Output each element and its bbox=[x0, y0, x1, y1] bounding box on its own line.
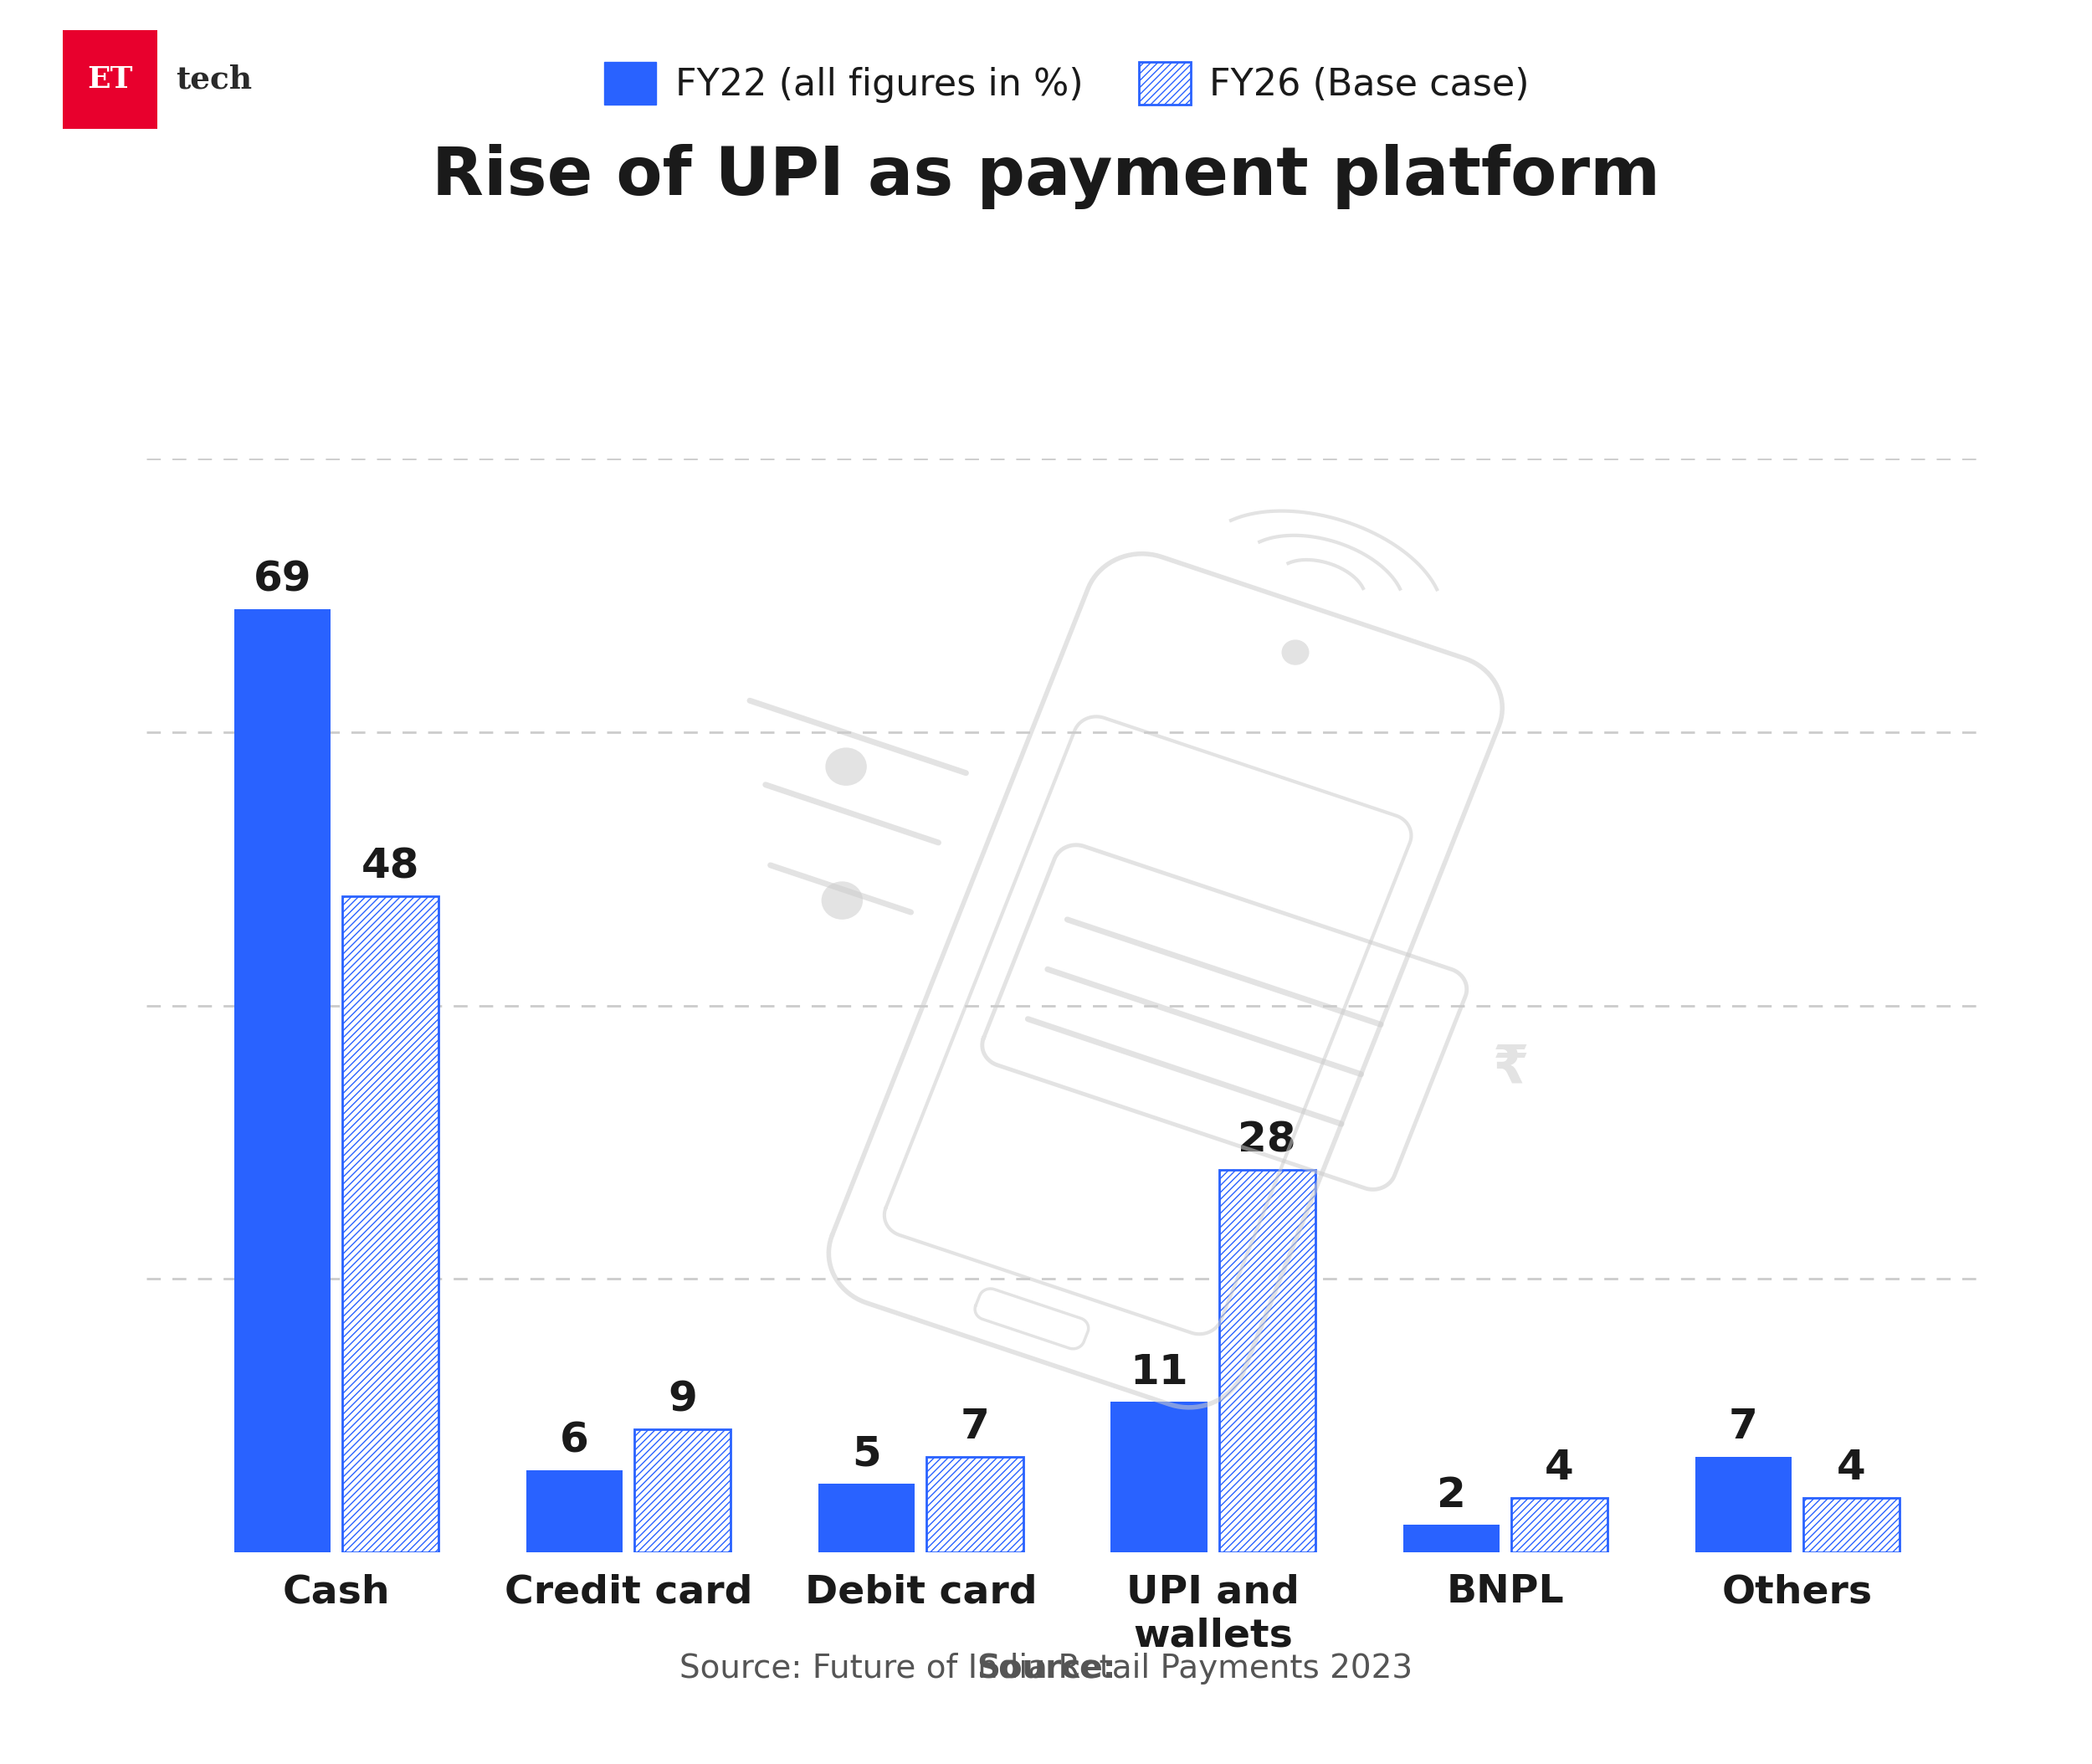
Bar bbox=[1803, 1498, 1900, 1552]
Text: 9: 9 bbox=[667, 1379, 697, 1420]
Bar bbox=[1404, 1524, 1500, 1552]
Text: 5: 5 bbox=[851, 1434, 881, 1475]
Text: 7: 7 bbox=[960, 1408, 990, 1446]
Text: 69: 69 bbox=[253, 559, 312, 600]
Bar bbox=[343, 896, 439, 1552]
Circle shape bbox=[826, 748, 866, 785]
Text: 4: 4 bbox=[1544, 1448, 1573, 1489]
Bar bbox=[527, 1471, 623, 1552]
Text: 48: 48 bbox=[362, 847, 420, 887]
Text: Source: Future of India Retail Payments 2023: Source: Future of India Retail Payments … bbox=[680, 1653, 1412, 1685]
Text: 7: 7 bbox=[1728, 1408, 1757, 1446]
Bar bbox=[1220, 1170, 1316, 1552]
Legend: FY22 (all figures in %), FY26 (Base case): FY22 (all figures in %), FY26 (Base case… bbox=[605, 62, 1529, 104]
Text: ET: ET bbox=[88, 65, 132, 93]
Text: tech: tech bbox=[176, 64, 251, 95]
Circle shape bbox=[822, 882, 862, 919]
Text: Source:: Source: bbox=[977, 1653, 1115, 1685]
Text: 2: 2 bbox=[1437, 1475, 1466, 1515]
Bar bbox=[818, 1484, 914, 1552]
Circle shape bbox=[1282, 640, 1310, 665]
Bar bbox=[927, 1457, 1023, 1552]
FancyBboxPatch shape bbox=[63, 30, 157, 129]
Text: 28: 28 bbox=[1238, 1120, 1297, 1161]
Bar bbox=[1695, 1457, 1791, 1552]
Bar bbox=[1510, 1498, 1607, 1552]
Text: 6: 6 bbox=[561, 1420, 590, 1461]
Text: 4: 4 bbox=[1837, 1448, 1866, 1489]
Text: Rise of UPI as payment platform: Rise of UPI as payment platform bbox=[431, 143, 1661, 210]
Text: ₹: ₹ bbox=[1492, 1043, 1529, 1094]
Bar bbox=[1111, 1402, 1207, 1552]
Bar bbox=[634, 1429, 730, 1552]
Text: 11: 11 bbox=[1130, 1353, 1188, 1392]
Bar bbox=[234, 609, 331, 1552]
